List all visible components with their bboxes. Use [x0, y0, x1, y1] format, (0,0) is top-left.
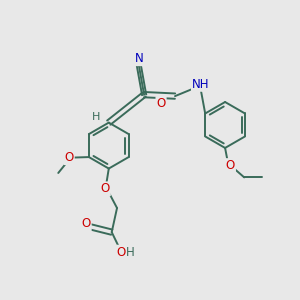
Text: O: O: [100, 182, 110, 195]
Text: O: O: [117, 246, 126, 259]
Text: NH: NH: [192, 78, 209, 91]
Text: O: O: [226, 159, 235, 172]
Text: H: H: [92, 112, 100, 122]
Text: O: O: [156, 97, 166, 110]
Text: N: N: [134, 52, 143, 65]
Text: O: O: [64, 151, 74, 164]
Text: O: O: [82, 218, 91, 230]
Text: H: H: [126, 246, 135, 259]
